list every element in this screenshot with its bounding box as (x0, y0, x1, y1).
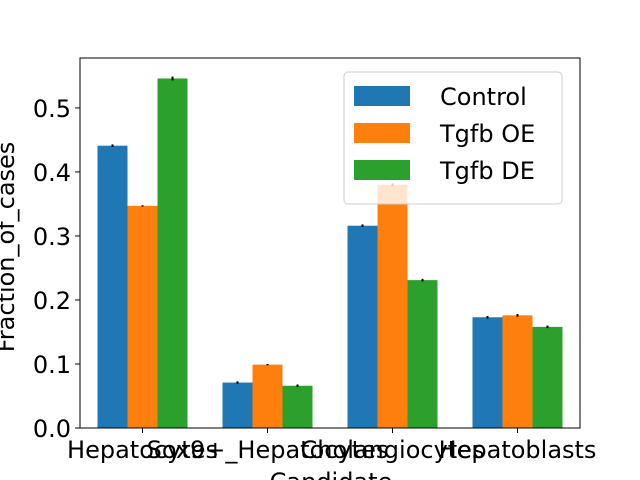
bar-tgfb-de-2 (407, 280, 438, 428)
x-tick-label: Hepatocytes (67, 436, 218, 464)
bar-tgfb-de-3 (532, 326, 563, 428)
y-tick-label: 0.4 (33, 159, 71, 187)
x-tick-label: Sox9+_Hepatocytes (147, 436, 389, 464)
bar-control-2 (347, 225, 378, 428)
y-tick-label: 0.0 (33, 415, 71, 443)
error-bars-layer (111, 76, 549, 388)
x-axis-label: Candidate (270, 468, 393, 480)
y-tick-label: 0.1 (33, 351, 71, 379)
legend-swatch-tgfb-de (354, 160, 410, 180)
bars-layer (97, 78, 563, 428)
bar-control-3 (472, 317, 503, 428)
bar-control-1 (222, 382, 253, 428)
y-tick-label: 0.2 (33, 287, 71, 315)
y-tick-label: 0.5 (33, 95, 71, 123)
x-axis-ticks: HepatocytesSox9+_HepatocytesCholangiocyt… (67, 428, 596, 464)
bar-control-0 (97, 145, 128, 428)
legend-label: Control (440, 83, 527, 111)
bar-tgfb-de-1 (282, 385, 313, 428)
y-tick-label: 0.3 (33, 223, 71, 251)
bar-tgfb-oe-1 (252, 364, 283, 428)
bar-tgfb-de-0 (157, 78, 188, 428)
plot-frame (79, 57, 581, 429)
x-tick-label: Cholangiocytes (301, 436, 485, 464)
bar-tgfb-oe-0 (127, 205, 158, 428)
y-axis-ticks: 0.0 0.1 0.2 0.3 0.4 0.5 (33, 95, 80, 443)
legend-label: Tgfb OE (439, 120, 535, 148)
bar-tgfb-oe-2 (377, 184, 408, 428)
bar-tgfb-oe-3 (502, 315, 533, 428)
legend: Control Tgfb OE Tgfb DE (343, 71, 563, 205)
legend-swatch-control (354, 86, 410, 106)
legend-label: Tgfb DE (439, 157, 535, 185)
legend-swatch-tgfb-oe (354, 123, 410, 143)
y-axis-label: Fraction_of_cases (0, 142, 20, 353)
x-tick-label: Hepatoblasts (439, 436, 597, 464)
